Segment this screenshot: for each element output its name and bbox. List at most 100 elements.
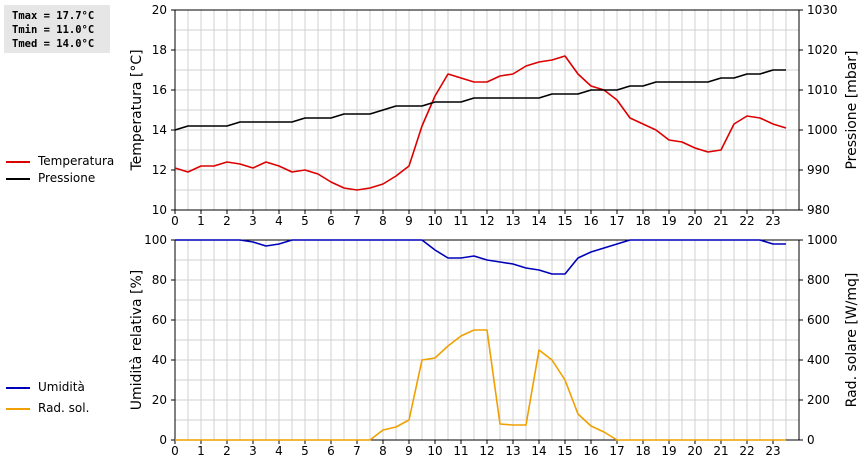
x-axis: 0 1 2 3 4 5 6 7 8 9 10 11 12 13 14 15 16 17 18 19 20 21 22 23 [171,210,781,228]
x-tick-label: 10 [427,444,442,458]
x-tick-label: 22 [739,214,754,228]
tmed-value: Tmed = 14.0°C [12,38,95,50]
y-tick-label: 14 [152,123,167,137]
x-tick-label: 2 [223,444,231,458]
legend-pressure-label: Pressione [38,171,96,185]
y-tick-label: 20 [152,393,167,407]
x-tick-label: 6 [327,214,335,228]
series-line-1-1 [174,55,787,191]
y2-tick-label: 1000 [807,123,838,137]
x-tick-label: 21 [713,444,728,458]
y2-tick-label: 1000 [807,233,838,247]
x-tick-label: 0 [171,444,179,458]
y2-tick-label: 1010 [807,83,838,97]
stats-box: Tmax = 17.7°C Tmin = 11.0°C Tmed = 14.0°… [4,5,110,53]
x-tick-label: 20 [687,444,702,458]
x-tick-label: 23 [765,444,780,458]
y-tick-label: 40 [152,353,167,367]
y2-axis-label: Rad. solare [W/mq] [844,273,860,408]
x-tick-label: 9 [405,214,413,228]
legend-radiation-label: Rad. sol. [38,401,90,415]
x-tick-label: 13 [505,214,520,228]
y2-tick-label: 800 [807,273,830,287]
x-tick-label: 9 [405,444,413,458]
x-tick-label: 10 [427,214,442,228]
x-tick-label: 2 [223,214,231,228]
x-tick-label: 5 [301,214,309,228]
x-tick-label: 15 [557,444,572,458]
x-tick-label: 4 [275,444,283,458]
y2-tick-label: 200 [807,393,830,407]
series-line-2-2 [175,329,786,441]
x-tick-label: 6 [327,444,335,458]
legend-radiation-swatch [6,408,30,410]
x-tick-label: 19 [661,214,676,228]
x-tick-label: 8 [379,214,387,228]
x-tick-label: 16 [583,214,598,228]
x-tick-label: 11 [453,444,468,458]
y-tick-label: 18 [152,43,167,57]
legend-humidity-swatch [6,387,30,389]
x-tick-label: 3 [249,214,257,228]
series-line-1-2 [174,69,786,131]
tmax-value: Tmax = 17.7°C [12,10,95,22]
x-tick-label: 23 [765,214,780,228]
x-tick-label: 12 [479,214,494,228]
y2-tick-label: 1030 [807,3,838,17]
x-tick-label: 16 [583,444,598,458]
y-axis-label: Umidità relativa [%] [129,270,145,411]
y-axis-right: 980 990 1000 1010 1020 1030 [799,3,838,217]
x-tick-label: 17 [609,444,624,458]
x-tick-label: 21 [713,214,728,228]
x-tick-label: 19 [661,444,676,458]
x-tick-label: 7 [353,214,361,228]
x-tick-label: 11 [453,214,468,228]
legend-humidity-label: Umidità [38,380,85,394]
series-line-2-1 [175,239,786,275]
x-tick-label: 1 [197,214,205,228]
y2-tick-label: 400 [807,353,830,367]
x-tick-label: 14 [531,214,546,228]
legend-temperature-swatch [6,161,30,163]
x-tick-label: 12 [479,444,494,458]
x-tick-label: 3 [249,444,257,458]
y2-axis-label: Pressione [mbar] [844,50,860,169]
x-tick-label: 1 [197,444,205,458]
y2-tick-label: 990 [807,163,830,177]
x-tick-label: 15 [557,214,572,228]
x-tick-label: 4 [275,214,283,228]
legend-temperature-label: Temperatura [38,154,115,168]
x-tick-label: 8 [379,444,387,458]
x-tick-label: 0 [171,214,179,228]
y2-tick-label: 1020 [807,43,838,57]
x-tick-label: 7 [353,444,361,458]
x-tick-label: 18 [635,444,650,458]
x-tick-label: 18 [635,214,650,228]
x-tick-label: 14 [531,444,546,458]
chart-panel-1: 0 1 2 3 4 5 6 7 8 9 10 11 12 13 14 15 16 17 18 19 20 21 22 2310… [129,3,860,228]
y-axis-right: 0 200 400 600 800 1000 [799,233,838,447]
y2-tick-label: 600 [807,313,830,327]
y-axis-left: 10 12 14 16 18 20 [152,3,175,217]
tmin-value: Tmin = 11.0°C [12,24,95,36]
y2-tick-label: 980 [807,203,830,217]
y-axis-left: 0 20 40 60 80 100 [144,233,175,447]
x-tick-label: 17 [609,214,624,228]
chart-panel-2: 0 1 2 3 4 5 6 7 8 9 10 11 12 13 14 15 16 17 18 19 20 21 22 2302… [129,233,860,458]
y-tick-label: 16 [152,83,167,97]
y-tick-label: 60 [152,313,167,327]
x-axis: 0 1 2 3 4 5 6 7 8 9 10 11 12 13 14 15 16 17 18 19 20 21 22 23 [171,440,781,458]
y-tick-label: 100 [144,233,167,247]
y-tick-label: 12 [152,163,167,177]
x-tick-label: 13 [505,444,520,458]
legend-pressure-swatch [6,178,30,180]
y-tick-label: 20 [152,3,167,17]
x-tick-label: 20 [687,214,702,228]
x-tick-label: 22 [739,444,754,458]
y-axis-label: Temperatura [°C] [129,49,145,171]
x-tick-label: 5 [301,444,309,458]
y-tick-label: 10 [152,203,167,217]
y2-tick-label: 0 [807,433,815,447]
y-tick-label: 80 [152,273,167,287]
